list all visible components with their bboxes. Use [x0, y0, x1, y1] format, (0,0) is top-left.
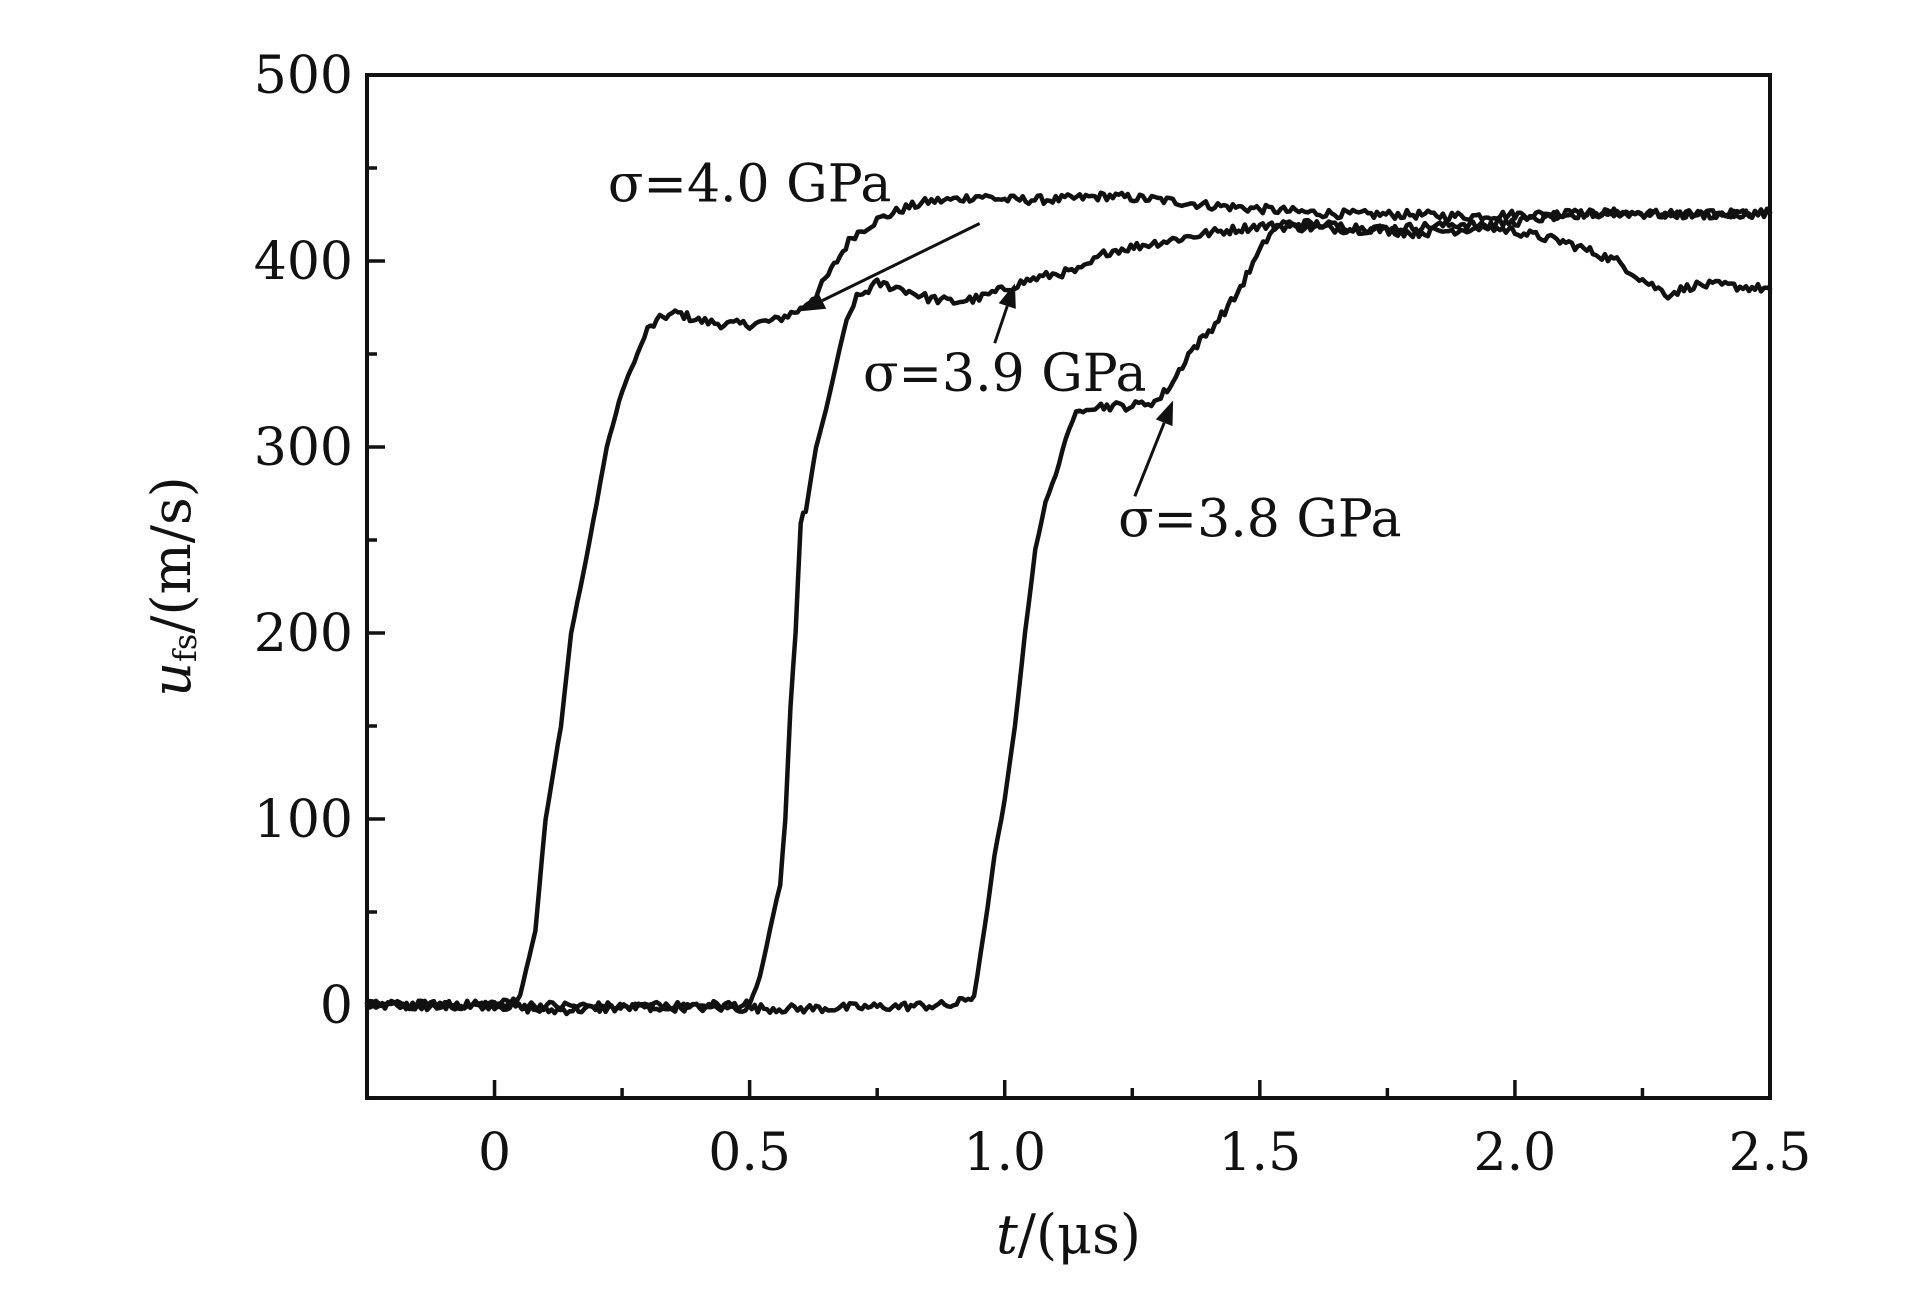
x-tick-label: 0	[478, 1123, 511, 1183]
series-line-3	[364, 207, 1773, 1016]
y-axis-subscript: fs	[166, 634, 204, 662]
y-tick-label: 200	[254, 604, 353, 664]
y-axis-title: ufs/(m/s)	[140, 476, 204, 697]
series-line-1	[364, 190, 1773, 1013]
x-axis-title: t/(μs)	[996, 1203, 1141, 1266]
annotation-arrowhead	[800, 292, 827, 312]
x-axis-ticks: 0 0.5 1.0 1.5 2.0 2.5	[365, 1080, 1812, 1183]
x-tick-label: 2.5	[1729, 1123, 1812, 1183]
series-line-2	[364, 218, 1773, 1017]
plot-frame	[365, 73, 1772, 1100]
x-tick-label: 0.5	[708, 1123, 791, 1183]
annotation-arrow	[821, 222, 981, 303]
annotation-arrowhead	[1155, 400, 1174, 427]
y-tick-label: 100	[254, 790, 353, 850]
y-axis-ticks: 0 100 200 300 400 500	[254, 46, 385, 1100]
annotation-label: σ=3.8 GPa	[1118, 489, 1402, 549]
y-tick-label: 500	[254, 46, 353, 106]
x-tick-label: 1.0	[963, 1123, 1046, 1183]
annotation-arrow	[993, 305, 1009, 344]
series-group	[364, 190, 1773, 1017]
x-axis-symbol: t	[996, 1203, 1018, 1266]
annotation-arrow	[1133, 422, 1166, 497]
x-tick-label: 1.5	[1218, 1123, 1301, 1183]
y-tick-label: 0	[320, 976, 353, 1036]
y-axis-symbol: u	[140, 662, 203, 697]
annotation-label: σ=4.0 GPa	[608, 154, 892, 214]
y-tick-label: 400	[254, 232, 353, 292]
annotation-arrowhead	[998, 283, 1016, 309]
annotation-label: σ=3.9 GPa	[863, 344, 1147, 404]
x-tick-label: 2.0	[1474, 1123, 1557, 1183]
y-tick-label: 300	[254, 418, 353, 478]
annotation-group: σ=4.0 GPa σ=3.9 GPa σ=3.8 GPa	[608, 154, 1402, 549]
y-axis-unit: /(m/s)	[140, 476, 203, 633]
x-axis-unit: /(μs)	[1018, 1203, 1141, 1266]
